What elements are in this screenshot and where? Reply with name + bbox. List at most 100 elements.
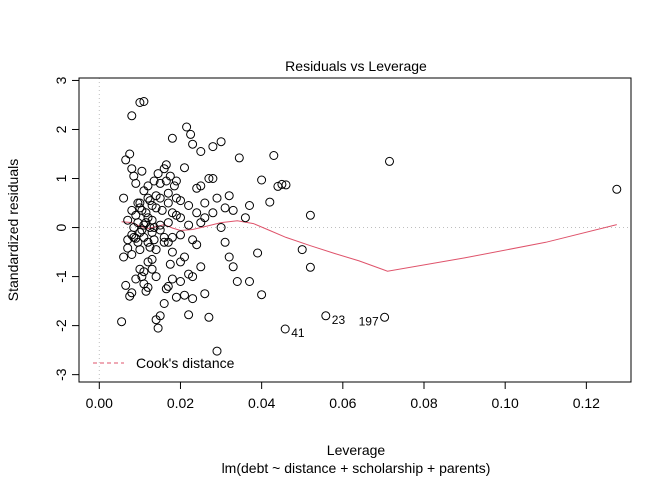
- data-point: [220, 237, 230, 247]
- y-tick-label: 2: [53, 125, 69, 133]
- data-point: [163, 218, 173, 228]
- data-point: [163, 237, 173, 247]
- data-point: [212, 346, 222, 356]
- data-point: [143, 181, 153, 191]
- data-point: [171, 176, 181, 186]
- data-point: [159, 237, 169, 247]
- data-point: [188, 139, 198, 149]
- data-point: [196, 262, 206, 272]
- data-point: [147, 264, 157, 274]
- smooth-line: [121, 220, 617, 272]
- point-label-197: 197: [359, 314, 379, 328]
- data-point-197: [380, 312, 390, 322]
- data-point: [182, 122, 192, 132]
- reference-lines: [79, 78, 631, 382]
- data-point: [135, 198, 145, 208]
- data-point: [141, 208, 151, 218]
- data-point: [135, 203, 145, 213]
- data-point: [127, 288, 137, 298]
- y-tick-label: 3: [53, 76, 69, 84]
- x-tick-label: 0.02: [167, 395, 194, 411]
- data-point: [137, 166, 147, 176]
- data-point: [153, 323, 163, 333]
- data-point: [139, 232, 149, 242]
- data-point: [127, 164, 137, 174]
- data-point: [131, 178, 141, 188]
- data-point: [240, 213, 250, 223]
- legend: Cook's distance: [93, 355, 235, 371]
- data-point: [159, 299, 169, 308]
- data-point: [135, 245, 145, 255]
- data-point: [153, 169, 163, 179]
- data-point: [188, 235, 198, 245]
- data-point: [155, 225, 165, 235]
- data-point: [208, 174, 218, 183]
- data-point: [176, 277, 185, 286]
- data-point: [139, 279, 149, 289]
- data-point: [176, 196, 185, 206]
- data-point: [234, 153, 244, 163]
- data-point: [117, 317, 127, 327]
- data-point: [157, 205, 167, 215]
- data-point: [200, 198, 210, 208]
- data-point: [119, 193, 129, 203]
- data-point: [121, 280, 131, 290]
- data-point: [155, 311, 165, 321]
- y-axis: -3 -2 -1 0 1 2 3: [53, 76, 80, 381]
- data-point: [167, 247, 177, 257]
- data-point: [147, 254, 157, 264]
- data-point: [139, 220, 149, 230]
- x-tick-label: 0.12: [573, 395, 600, 411]
- data-point: [139, 267, 149, 277]
- x-tick-label: 0.10: [492, 395, 519, 411]
- data-point: [165, 259, 175, 269]
- data-point: [131, 210, 141, 220]
- data-point: [149, 176, 159, 186]
- data-point: [208, 142, 218, 152]
- point-label-41: 41: [291, 326, 305, 340]
- model-formula-subtitle: lm(debt ~ distance + scholarship + paren…: [222, 460, 491, 476]
- data-point: [169, 181, 179, 191]
- data-point: [265, 197, 275, 207]
- data-point: [245, 277, 254, 286]
- data-point: [184, 310, 194, 320]
- data-point: [161, 176, 171, 186]
- data-point: [200, 289, 210, 299]
- data-point-23: [321, 311, 331, 321]
- data-point: [123, 235, 133, 245]
- data-point: [129, 171, 139, 181]
- data-point: [184, 220, 194, 230]
- data-point: [127, 250, 137, 259]
- data-point: [184, 201, 194, 210]
- data-point: [133, 198, 143, 208]
- data-point: [305, 262, 315, 272]
- chart-title: Residuals vs Leverage: [285, 58, 427, 74]
- data-point: [167, 133, 177, 143]
- data-point: [145, 223, 155, 232]
- data-point: [204, 174, 214, 183]
- data-point: [145, 242, 155, 252]
- data-point: [131, 274, 141, 284]
- smooth-line-group: [121, 220, 617, 272]
- data-point: [176, 257, 185, 267]
- data-point: [180, 252, 189, 262]
- plot-frame: [78, 77, 632, 383]
- data-point: [224, 252, 234, 262]
- data-point: [257, 290, 267, 300]
- data-point: [167, 232, 177, 242]
- y-tick-label: -1: [53, 270, 69, 283]
- data-point: [159, 232, 169, 242]
- data-point: [149, 223, 159, 232]
- data-point: [269, 151, 279, 160]
- data-point: [151, 191, 161, 201]
- data-point: [305, 210, 315, 220]
- data-point: [612, 184, 622, 194]
- y-tick-label: -3: [53, 368, 69, 381]
- data-point: [137, 225, 147, 235]
- data-point: [232, 277, 242, 286]
- x-tick-label: 0.00: [86, 395, 113, 411]
- data-point: [200, 213, 210, 223]
- data-point: [192, 240, 202, 250]
- data-point: [139, 97, 149, 106]
